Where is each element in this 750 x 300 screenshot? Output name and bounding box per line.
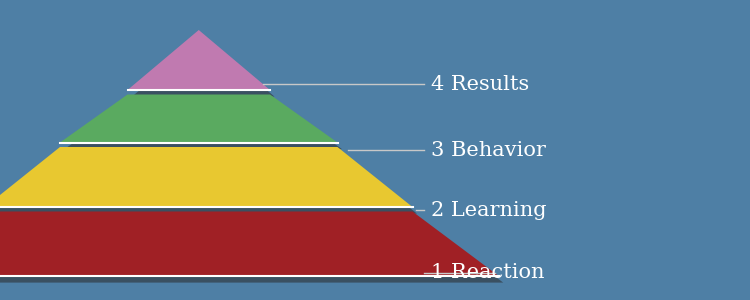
Polygon shape [0,212,499,276]
Text: 4 Results: 4 Results [431,74,530,94]
Polygon shape [60,94,338,142]
Text: 1 Reaction: 1 Reaction [431,263,544,283]
Polygon shape [128,30,270,90]
Text: 2 Learning: 2 Learning [431,200,547,220]
Polygon shape [64,101,342,149]
Polygon shape [0,154,417,214]
Polygon shape [132,37,274,97]
Text: 3 Behavior: 3 Behavior [431,140,546,160]
Polygon shape [0,218,503,283]
Polygon shape [0,147,413,207]
